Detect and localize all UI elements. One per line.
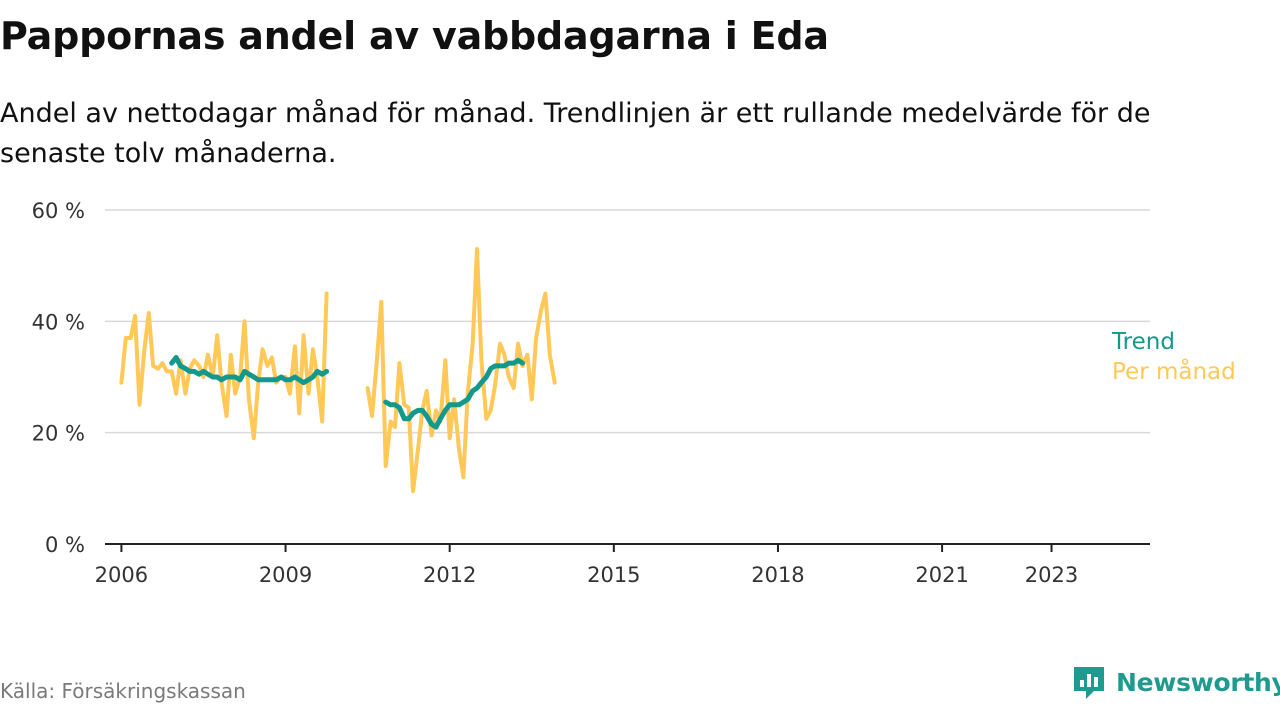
axis-layer: 0 % 20 % 40 % 60 % 2006 2009 2012 2015 2018 2021 2… <box>32 199 1150 587</box>
monthly-series-line <box>119 291 329 441</box>
chart-title: Pappornas andel av vabbdagarna i Eda <box>0 14 829 58</box>
x-tick-label: 2006 <box>95 563 148 587</box>
x-tick-label: 2012 <box>423 563 476 587</box>
source-note: Källa: Försäkringskassan <box>0 679 246 703</box>
grid-layer <box>105 209 1150 434</box>
x-tick-label: 2021 <box>915 563 968 587</box>
trend-series-line <box>383 357 525 430</box>
y-tick-label: 0 % <box>45 533 85 557</box>
y-tick-label: 40 % <box>32 310 85 334</box>
brand-logo: Newsworthy <box>1072 664 1280 700</box>
x-tick-label: 2009 <box>259 563 312 587</box>
legend-label-monthly: Per månad <box>1112 357 1236 385</box>
brand-name: Newsworthy <box>1116 667 1280 697</box>
series-layer <box>119 247 557 494</box>
monthly-series-line <box>365 247 557 494</box>
x-tick-label: 2023 <box>1025 563 1078 587</box>
newsworthy-logo-icon <box>1074 667 1104 699</box>
legend-label-trend: Trend <box>1111 329 1175 355</box>
x-tick-label: 2015 <box>587 563 640 587</box>
trend-series-line <box>169 355 330 386</box>
y-tick-label: 20 % <box>32 422 85 446</box>
y-tick-label: 60 % <box>32 199 85 223</box>
chart-subtitle: Andel av nettodagar månad för månad. Tre… <box>0 98 1151 169</box>
x-tick-label: 2018 <box>751 563 804 587</box>
